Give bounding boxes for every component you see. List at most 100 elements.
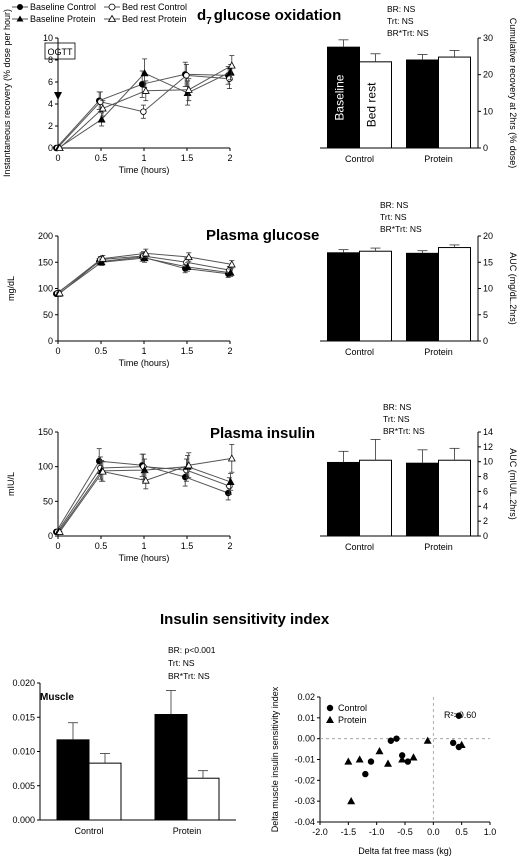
insulin_bar-ytick-label: 4: [483, 501, 488, 511]
d7_line-point: [97, 98, 104, 105]
d7_bar-ytick-label: 20: [483, 70, 493, 80]
d7_line-point: [227, 61, 236, 69]
d7_line-point: [97, 115, 106, 123]
glucose_bar-ytick-label: 15: [483, 257, 493, 267]
d7_line-point: [140, 108, 147, 115]
isi_bar-ytick-label: 0.010: [12, 747, 35, 757]
ogtt-annotation: OGTT: [44, 42, 76, 100]
glucose_line-point: [98, 254, 107, 262]
d7_bar-bar: [327, 46, 360, 149]
glucose_line-ytick-label: 200: [38, 231, 53, 241]
d7_bar-bar: [359, 61, 392, 149]
isi-scatter-chart: -0.04 -0.03 -0.02 -0.01 0.00 0.01 0.02 -2.0 -1.5…: [270, 686, 496, 856]
isi_bar-category-label: Control: [74, 826, 103, 836]
glucose_bar-bar: [359, 250, 392, 342]
d7_line-series-line: [59, 65, 233, 149]
isi_scatter-point: [384, 759, 392, 767]
d7_bar-bar: [438, 56, 471, 149]
insulin_bar-ytick-label: 14: [483, 427, 493, 437]
d7_line-point: [141, 86, 150, 94]
isi_scatter-point: [362, 770, 369, 778]
isi-bar-chart: 0.000 0.005 0.010 0.015 0.020 Control Protein: [12, 678, 236, 836]
glucose_bar-bar: [327, 252, 360, 342]
bar-label-baseline: Baseline: [333, 74, 347, 120]
glucose_line-ytick-label: 50: [43, 310, 53, 320]
d7_line-xtick-label: 0.5: [95, 153, 108, 163]
isi_scatter-point: [398, 755, 407, 763]
isi_scatter-point: [367, 758, 375, 765]
glucose_line-ytick-label: 0: [48, 336, 53, 346]
svg-text:Baseline Protein: Baseline Protein: [30, 14, 96, 24]
d7_line-ytick-label: 4: [48, 99, 53, 109]
isi_scatter-legend-label: Control: [338, 703, 367, 713]
isi_bar-category-label: Protein: [173, 826, 202, 836]
glucose_line-ylabel: mg/dL: [6, 276, 16, 301]
insulin_bar-bar: [327, 461, 360, 537]
insulin_line-point: [55, 527, 64, 535]
isi_bar-ytick-label: 0.020: [12, 678, 35, 688]
d7_line-point: [184, 85, 193, 93]
d7_line-ylabel: Instantaneous recovery (% dose per hour): [2, 9, 12, 177]
insulin_bar-bar: [359, 459, 392, 537]
insulin_bar-ylabel: AUC (mIU/L.2hrs): [508, 448, 518, 520]
svg-text:BR: NS: BR: NS: [387, 4, 416, 14]
insulin_line-ytick-label: 50: [43, 496, 53, 506]
insulin_bar-category-label: Control: [345, 542, 374, 552]
glucose_line-xtick-label: 2: [227, 346, 232, 356]
glucose-line-chart: 0 50 100 150 200 0 0.5 1 1.5 2 Time (hours) mg/dL: [6, 231, 236, 368]
svg-text:Trt: NS: Trt: NS: [168, 658, 195, 668]
glucose_line-series-line: [58, 257, 231, 295]
glucose_line-point: [183, 262, 192, 271]
glucose-bar-chart: 0 5 10 15 20 AUC (mg/dL.2hrs) Control Protein: [320, 231, 518, 357]
isi_bar-bar: [56, 739, 90, 821]
d7_line-xtick-label: 0: [55, 153, 60, 163]
isi_scatter-xtick-label: -0.5: [397, 827, 413, 837]
insulin_bar-ytick-label: 6: [483, 486, 488, 496]
glucose_line-xtick-label: 0: [55, 346, 60, 356]
isi_scatter-point: [423, 736, 432, 744]
insulin_bar-bar: [438, 459, 471, 537]
d7_line-xtick-label: 1: [141, 153, 146, 163]
glucose_bar-ytick-label: 10: [483, 284, 493, 294]
insulin_line-point: [184, 461, 193, 469]
glucose_bar-bar: [406, 252, 439, 342]
insulin-line-chart: 0 50 100 150 0 0.5 1 1.5 2 Time (hours) mIU/L: [6, 427, 236, 563]
glucose_bar-category-label: Control: [345, 347, 374, 357]
glucose_bar-ytick-label: 0: [483, 336, 488, 346]
insulin_bar-ytick-label: 0: [483, 531, 488, 541]
isi_bar-bar: [88, 762, 122, 821]
d7_line-point: [140, 69, 149, 77]
svg-text:BR: NS: BR: NS: [380, 200, 409, 210]
d7_bar-ytick-label: 10: [483, 106, 493, 116]
d7_line-point: [183, 72, 190, 79]
glucose_bar-ytick-label: 5: [483, 310, 488, 320]
d7-stats: BR: NS Trt: NS BR*Trt: NS: [387, 4, 429, 38]
isi_scatter-ytick-label: -0.04: [294, 817, 315, 827]
isi_scatter-point: [404, 758, 412, 765]
insulin_line-xtick-label: 0: [55, 541, 60, 551]
d7_line-xtick-label: 2: [227, 153, 232, 163]
d7_line-ytick-label: 6: [48, 77, 53, 87]
glucose_bar-ylabel: AUC (mg/dL.2hrs): [508, 252, 518, 325]
d7_line-ytick-label: 0: [48, 143, 53, 153]
isi_scatter-ytick-label: 0.02: [297, 692, 315, 702]
isi_scatter-point: [347, 797, 356, 805]
glucose-title: Plasma glucose: [206, 227, 319, 244]
isi_bar-ytick-label: 0.000: [12, 815, 35, 825]
insulin-stats: BR: NS Trt: NS BR*Trt: NS: [383, 402, 425, 436]
svg-text:BR*Trt: NS: BR*Trt: NS: [168, 671, 210, 681]
isi_scatter-xtick-label: 0.5: [455, 827, 468, 837]
insulin_line-point: [226, 477, 235, 485]
svg-text:BR*Trt: NS: BR*Trt: NS: [387, 28, 429, 38]
insulin_line-point: [95, 457, 103, 465]
legend-baseline-protein: Baseline Protein: [12, 14, 96, 24]
glucose_line-ytick-label: 150: [38, 257, 53, 267]
glucose_line-xlabel: Time (hours): [119, 358, 170, 368]
glucose_line-xtick-label: 0.5: [95, 346, 108, 356]
insulin_line-xtick-label: 0.5: [95, 541, 108, 551]
glucose_line-xtick-label: 1.5: [181, 346, 194, 356]
legend-baseline-control: Baseline Control: [12, 2, 96, 12]
insulin_line-point: [227, 454, 236, 462]
insulin_line-ytick-label: 150: [38, 427, 53, 437]
